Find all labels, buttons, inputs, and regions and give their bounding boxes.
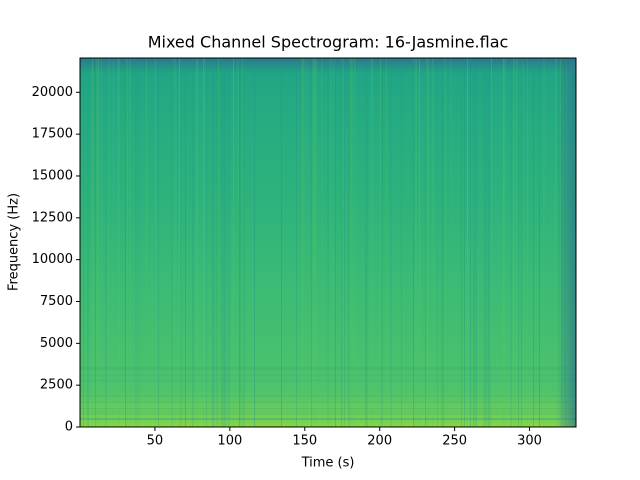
y-tick-label: 17500 bbox=[32, 127, 73, 142]
chart-title: Mixed Channel Spectrogram: 16-Jasmine.fl… bbox=[148, 33, 509, 52]
x-tick-label: 250 bbox=[442, 434, 467, 449]
spectrogram-edge bbox=[80, 58, 576, 427]
y-tick-label: 20000 bbox=[32, 85, 73, 100]
y-tick-label: 12500 bbox=[32, 210, 73, 225]
x-tick-label: 200 bbox=[367, 434, 392, 449]
y-tick-label: 0 bbox=[65, 420, 73, 435]
x-tick-label: 300 bbox=[517, 434, 542, 449]
plot-frame bbox=[79, 57, 577, 428]
y-tick-label: 2500 bbox=[40, 378, 73, 393]
x-tick-label: 150 bbox=[292, 434, 317, 449]
x-tick-label: 50 bbox=[147, 434, 164, 449]
y-tick-label: 15000 bbox=[32, 168, 73, 183]
y-tick-label: 10000 bbox=[32, 252, 73, 267]
y-tick-label: 5000 bbox=[40, 336, 73, 351]
x-tick-label: 100 bbox=[217, 434, 242, 449]
x-axis-label: Time (s) bbox=[301, 456, 355, 471]
y-tick-label: 7500 bbox=[40, 294, 73, 309]
y-axis-label: Frequency (Hz) bbox=[7, 193, 22, 291]
